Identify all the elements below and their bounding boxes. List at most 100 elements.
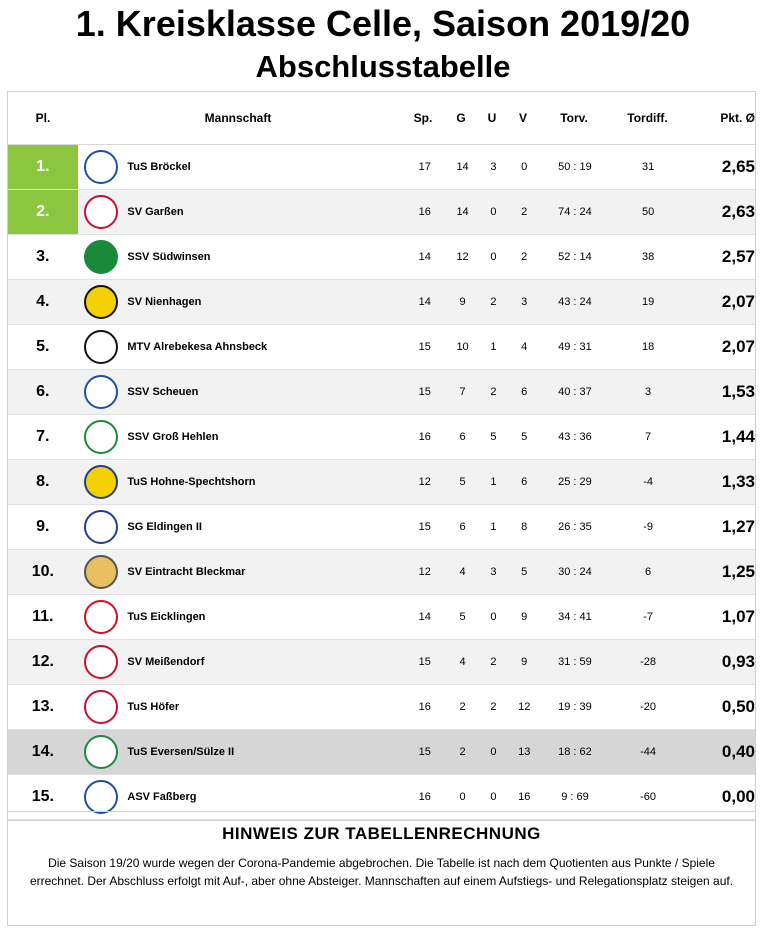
cell-logo	[78, 735, 124, 769]
cell-v: 6	[521, 386, 528, 398]
cell-torv: 74 : 24	[558, 206, 592, 218]
cell-u: 0	[490, 611, 497, 623]
cell-g: 4	[459, 656, 466, 668]
cell-g: 12	[456, 251, 469, 263]
cell-v: 8	[521, 521, 528, 533]
cell-u: 0	[490, 791, 497, 803]
cell-pl: 11.	[32, 608, 54, 625]
cell-diff: -9	[643, 521, 653, 533]
cell-v: 12	[518, 701, 531, 713]
cell-g: 9	[459, 296, 466, 308]
cell-torv: 50 : 19	[558, 161, 592, 173]
cell-g: 14	[456, 206, 469, 218]
cell-diff: 19	[641, 296, 655, 308]
cell-pkt: 1,07	[721, 607, 755, 626]
table-row: 10. SV Eintracht Bleckmar 12 4 3 5 30 : 24 6 1,2…	[8, 550, 755, 595]
cell-team: SSV Groß Hehlen	[127, 431, 219, 443]
calculation-note: HINWEIS ZUR TABELLENRECHNUNG Die Saison …	[7, 811, 756, 926]
cell-logo	[78, 465, 124, 499]
cell-pkt: 1,33	[721, 472, 755, 491]
table-row: 9. SG Eldingen II 15 6 1 8 26 : 35 -9 1,27	[8, 505, 755, 550]
cell-torv: 18 : 62	[558, 746, 592, 758]
table-row: 4. SV Nienhagen 14 9 2 3 43 : 24 19 2,07	[8, 280, 755, 325]
crest-green-shield-icon	[83, 735, 118, 769]
cell-torv: 25 : 29	[558, 476, 592, 488]
cell-v: 16	[518, 791, 531, 803]
cell-u: 2	[490, 386, 497, 398]
header-g: G	[456, 111, 466, 125]
table-row: 6. SSV Scheuen 15 7 2 6 40 : 37 3 1,53	[8, 370, 755, 415]
header-pkt: Pkt. Ø	[720, 111, 755, 125]
cell-g: 2	[459, 701, 466, 713]
cell-sp: 16	[418, 431, 431, 443]
cell-logo	[78, 780, 124, 814]
cell-team: SV Eintracht Bleckmar	[127, 566, 246, 578]
crest-blue-yellow-icon	[83, 465, 118, 499]
cell-u: 5	[490, 431, 497, 443]
table-row: 3. SSV Südwinsen 14 12 0 2 52 : 14 38 2,57	[8, 235, 755, 280]
cell-u: 1	[490, 476, 497, 488]
cell-v: 3	[521, 296, 528, 308]
page-title: 1. Kreisklasse Celle, Saison 2019/20	[75, 3, 691, 44]
cell-logo	[78, 600, 124, 634]
cell-pkt: 0,00	[721, 787, 755, 806]
cell-sp: 12	[418, 566, 431, 578]
cell-torv: 30 : 24	[558, 566, 592, 578]
cell-g: 2	[459, 746, 466, 758]
crest-asv-icon	[83, 780, 118, 814]
cell-logo	[78, 555, 124, 589]
cell-diff: -7	[643, 611, 653, 623]
cell-pl: 2.	[8, 190, 78, 234]
cell-sp: 15	[418, 656, 431, 668]
cell-team: SG Eldingen II	[127, 521, 202, 533]
cell-g: 4	[459, 566, 466, 578]
cell-logo	[78, 330, 124, 364]
cell-pl: 9.	[36, 518, 50, 535]
cell-u: 0	[490, 206, 497, 218]
cell-torv: 9 : 69	[561, 791, 589, 803]
table-row: 14. TuS Eversen/Sülze II 15 2 0 13 18 : 62 -44 0…	[8, 730, 755, 775]
table-body: 1. TuS Bröckel 17 14 3 0 50 : 19 31 2,65 2. SV Gar…	[8, 145, 755, 820]
crest-navy-icon	[83, 510, 118, 544]
cell-sp: 12	[418, 476, 431, 488]
cell-pl: 7.	[36, 428, 50, 445]
cell-pl: 4.	[36, 293, 50, 310]
cell-team: TuS Eicklingen	[127, 611, 206, 623]
cell-sp: 15	[418, 521, 431, 533]
crest-yellow-black-icon	[83, 285, 118, 319]
cell-diff: 3	[645, 386, 652, 398]
cell-pl: 12.	[31, 653, 54, 670]
cell-diff: 18	[641, 341, 655, 353]
cell-pkt: 1,53	[721, 382, 755, 401]
cell-torv: 52 : 14	[558, 251, 592, 263]
crest-red-circle-icon	[83, 690, 118, 724]
header-torv: Torv.	[560, 111, 588, 125]
table-row: 2. SV Garßen 16 14 0 2 74 : 24 50 2,63	[8, 190, 755, 235]
cell-u: 2	[490, 701, 497, 713]
cell-team: MTV Alrebekesa Ahnsbeck	[127, 341, 268, 353]
cell-v: 2	[521, 206, 528, 218]
cell-pl: 3.	[36, 248, 50, 265]
cell-sp: 15	[418, 386, 431, 398]
table-row: 15. ASV Faßberg 16 0 0 16 9 : 69 -60 0,00	[8, 775, 755, 820]
cell-g: 6	[459, 431, 466, 443]
cell-g: 14	[456, 161, 469, 173]
cell-team: TuS Höfer	[127, 701, 180, 713]
cell-sp: 14	[418, 251, 431, 263]
cell-pkt: 2,65	[721, 157, 755, 176]
cell-torv: 43 : 36	[558, 431, 592, 443]
cell-sp: 15	[418, 746, 431, 758]
cell-u: 2	[490, 296, 497, 308]
cell-torv: 26 : 35	[558, 521, 592, 533]
cell-diff: -60	[640, 791, 657, 803]
cell-team: SV Meißendorf	[127, 656, 205, 668]
cell-u: 1	[490, 521, 497, 533]
crest-red-shield-icon	[83, 645, 118, 679]
cell-torv: 19 : 39	[558, 701, 592, 713]
cell-sp: 14	[418, 296, 431, 308]
crest-blue-white-icon	[83, 150, 118, 184]
cell-sp: 16	[418, 206, 431, 218]
crest-black-white-icon	[83, 330, 118, 364]
note-text: Die Saison 19/20 wurde wegen der Corona-…	[29, 856, 734, 888]
cell-diff: -28	[640, 656, 657, 668]
